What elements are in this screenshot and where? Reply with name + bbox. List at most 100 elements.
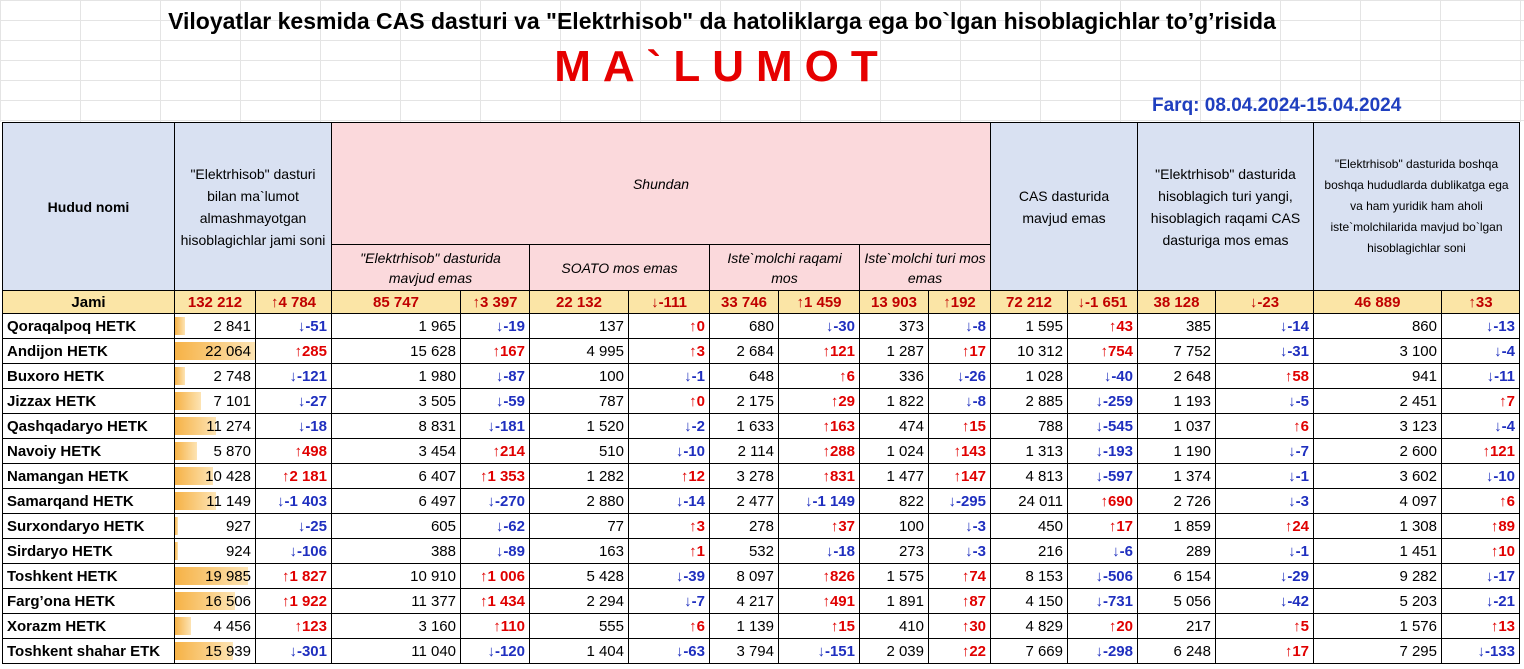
change-cell: ↓-151 — [778, 638, 860, 664]
databar-fill — [175, 442, 197, 460]
change-cell: ↓-301 — [255, 638, 332, 664]
sheet-grid-background — [0, 0, 1524, 122]
change-cell: ↓-10 — [1441, 463, 1520, 489]
change-cell: ↓-51 — [255, 313, 332, 339]
total-count-databar: 10 428 — [174, 463, 256, 489]
change-cell: ↑1 353 — [460, 463, 530, 489]
databar-fill — [175, 567, 248, 585]
col-header-region: Hudud nomi — [2, 122, 175, 291]
change-cell: ↑24 — [1215, 513, 1314, 539]
count-cell: 1 451 — [1313, 538, 1442, 564]
count-cell: 648 — [709, 363, 779, 389]
count-cell: 1 520 — [529, 413, 629, 439]
count-cell: 1 193 — [1137, 388, 1216, 414]
databar-fill — [175, 642, 233, 660]
change-cell: ↓-106 — [255, 538, 332, 564]
change-cell: ↓-8 — [928, 388, 991, 414]
table-row: Toshkent HETK 19 985 ↑1 827 10 910 ↑1 006 5 4… — [2, 563, 1520, 589]
change-cell: ↓-7 — [1215, 438, 1314, 464]
total-count-databar: 11 274 — [174, 413, 256, 439]
count-cell: 15 628 — [331, 338, 461, 364]
count-cell: 1 037 — [1137, 413, 1216, 439]
count-cell: 5 428 — [529, 563, 629, 589]
total-cell: ↑33 — [1441, 290, 1520, 314]
count-cell: 788 — [990, 413, 1068, 439]
change-cell: ↑3 — [628, 513, 710, 539]
change-cell: ↓-87 — [460, 363, 530, 389]
count-cell: 410 — [859, 613, 929, 639]
change-cell: ↑754 — [1067, 338, 1138, 364]
cell-value: 11 149 — [206, 492, 251, 510]
count-cell: 1 308 — [1313, 513, 1442, 539]
cell-value: 927 — [225, 517, 251, 535]
count-cell: 6 497 — [331, 488, 461, 514]
region-name: Qoraqalpoq HETK — [2, 313, 175, 339]
change-cell: ↓-14 — [628, 488, 710, 514]
count-cell: 474 — [859, 413, 929, 439]
change-cell: ↑43 — [1067, 313, 1138, 339]
count-cell: 11 040 — [331, 638, 461, 664]
count-cell: 216 — [990, 538, 1068, 564]
count-cell: 3 100 — [1313, 338, 1442, 364]
change-cell: ↓-120 — [460, 638, 530, 664]
count-cell: 3 602 — [1313, 463, 1442, 489]
change-cell: ↓-133 — [1441, 638, 1520, 664]
count-cell: 555 — [529, 613, 629, 639]
change-cell: ↑826 — [778, 563, 860, 589]
count-cell: 1 024 — [859, 438, 929, 464]
change-cell: ↑6 — [778, 363, 860, 389]
change-cell: ↓-298 — [1067, 638, 1138, 664]
change-cell: ↑2 181 — [255, 463, 332, 489]
change-cell: ↑17 — [1067, 513, 1138, 539]
count-cell: 2 175 — [709, 388, 779, 414]
change-cell: ↓-121 — [255, 363, 332, 389]
change-cell: ↓-4 — [1441, 338, 1520, 364]
change-cell: ↓-17 — [1441, 563, 1520, 589]
count-cell: 3 454 — [331, 438, 461, 464]
change-cell: ↓-11 — [1441, 363, 1520, 389]
count-cell: 100 — [529, 363, 629, 389]
total-cell: 46 889 — [1313, 290, 1442, 314]
count-cell: 2 114 — [709, 438, 779, 464]
change-cell: ↓-13 — [1441, 313, 1520, 339]
change-cell: ↓-6 — [1067, 538, 1138, 564]
change-cell: ↑163 — [778, 413, 860, 439]
count-cell: 8 153 — [990, 563, 1068, 589]
page-subtitle: MA`LUMOT — [554, 42, 890, 91]
count-cell: 289 — [1137, 538, 1216, 564]
count-cell: 5 056 — [1137, 588, 1216, 614]
count-cell: 2 885 — [990, 388, 1068, 414]
count-cell: 1 822 — [859, 388, 929, 414]
change-cell: ↑22 — [928, 638, 991, 664]
count-cell: 4 217 — [709, 588, 779, 614]
total-cell: 85 747 — [331, 290, 461, 314]
change-cell: ↑121 — [1441, 438, 1520, 464]
count-cell: 6 154 — [1137, 563, 1216, 589]
count-cell: 6 407 — [331, 463, 461, 489]
change-cell: ↓-89 — [460, 538, 530, 564]
count-cell: 1 576 — [1313, 613, 1442, 639]
change-cell: ↓-1 149 — [778, 488, 860, 514]
change-cell: ↑121 — [778, 338, 860, 364]
cell-value: 4 456 — [213, 617, 251, 635]
table-row: Surxondaryo HETK 927 ↓-25 605 ↓-62 77 ↑3 278 ↑37… — [2, 513, 1520, 539]
change-cell: ↑58 — [1215, 363, 1314, 389]
count-cell: 510 — [529, 438, 629, 464]
total-count-databar: 4 456 — [174, 613, 256, 639]
change-cell: ↑17 — [1215, 638, 1314, 664]
count-cell: 3 794 — [709, 638, 779, 664]
region-name: Jizzax HETK — [2, 388, 175, 414]
change-cell: ↑13 — [1441, 613, 1520, 639]
count-cell: 163 — [529, 538, 629, 564]
region-name: Farg’ona HETK — [2, 588, 175, 614]
count-cell: 2 294 — [529, 588, 629, 614]
cell-value: 22 064 — [205, 342, 251, 360]
count-cell: 1 575 — [859, 563, 929, 589]
count-cell: 1 313 — [990, 438, 1068, 464]
table-row: Qoraqalpoq HETK 2 841 ↓-51 1 965 ↓-19 137 ↑0 68… — [2, 313, 1520, 339]
table-row: Xorazm HETK 4 456 ↑123 3 160 ↑110 555 ↑6 1 139 ↑… — [2, 613, 1520, 639]
change-cell: ↑30 — [928, 613, 991, 639]
col-header-not-in-elektrhisob: "Elektrhisob" dasturida mavjud emas — [331, 244, 530, 291]
col-header-consumer-type: Iste`molchi turi mos emas — [859, 244, 991, 291]
count-cell: 1 965 — [331, 313, 461, 339]
